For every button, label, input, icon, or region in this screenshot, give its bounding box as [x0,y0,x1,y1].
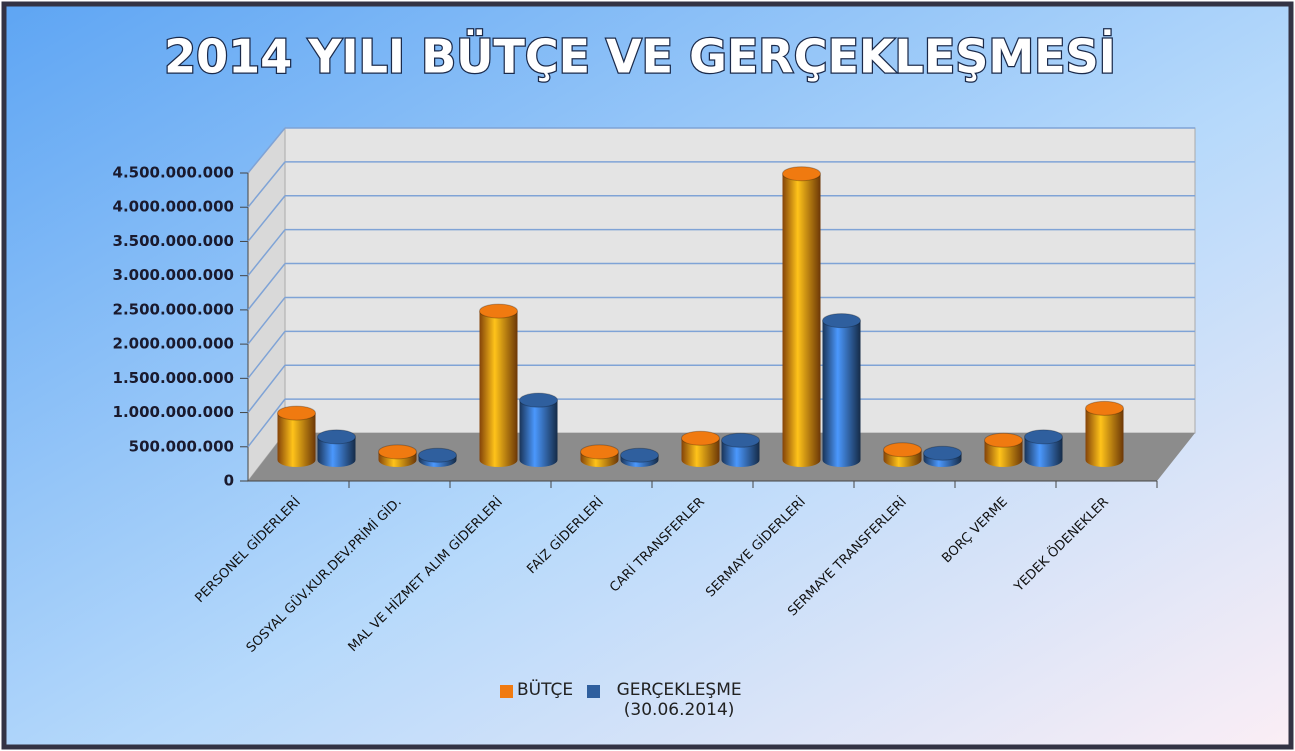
bar-top [1024,429,1063,445]
bar-top [984,432,1023,448]
grid-line-side [247,127,286,174]
grid-line-side [247,263,286,311]
grid-line-side [247,161,286,208]
bar [479,311,518,460]
y-tick-label: 4.000.000.000 [113,198,234,216]
legend-item: GERÇEKLEŞME (30.06.2014) [587,680,754,720]
y-tick-label: 1.500.000.000 [113,369,234,387]
bar-top [418,447,457,463]
bar-top [378,444,417,460]
bar-top [317,429,356,445]
bar-top [782,166,821,182]
y-tick-label: 2.000.000.000 [113,335,234,353]
legend-label: GERÇEKLEŞME (30.06.2014) [616,680,742,720]
grid-line-side [247,195,286,242]
bar-top [277,405,316,421]
y-tick-label: 2.500.000.000 [113,300,234,318]
grid-line-side [247,296,286,345]
bar [1085,408,1124,460]
chart-title: 2014 YILI BÜTÇE VE GERÇEKLEŞMESİ [164,30,1116,84]
back-wall [284,127,1196,434]
bar [519,400,558,460]
grid-line-side [247,364,286,414]
legend-label: BÜTÇE [517,680,574,700]
y-tick-label: 4.500.000.000 [113,164,234,182]
bar [277,413,316,460]
bar-top [681,430,720,446]
bar-top [721,432,760,448]
bar-top [883,442,922,458]
grid-line-side [247,398,286,448]
y-tick-label: 0 [224,472,234,490]
bar-top [1085,400,1124,416]
bar-top [479,303,518,319]
y-tick-label: 500.000.000 [129,437,234,455]
bar [822,320,861,460]
legend-swatch [587,685,601,698]
bar-top [923,445,962,461]
legend: BÜTÇE GERÇEKLEŞME (30.06.2014) [500,680,820,720]
grid-line-side [247,229,286,277]
grid-line-side [247,330,286,379]
bar-top [519,392,558,408]
bar-top [822,313,861,329]
bar-top [620,447,659,463]
y-tick-label: 1.000.000.000 [113,403,234,421]
y-tick-label: 3.000.000.000 [113,266,234,284]
y-tick-label: 3.500.000.000 [113,232,234,250]
legend-swatch [500,685,513,698]
legend-item: BÜTÇE [500,680,573,720]
bar-top [580,444,619,460]
bar [782,173,821,460]
